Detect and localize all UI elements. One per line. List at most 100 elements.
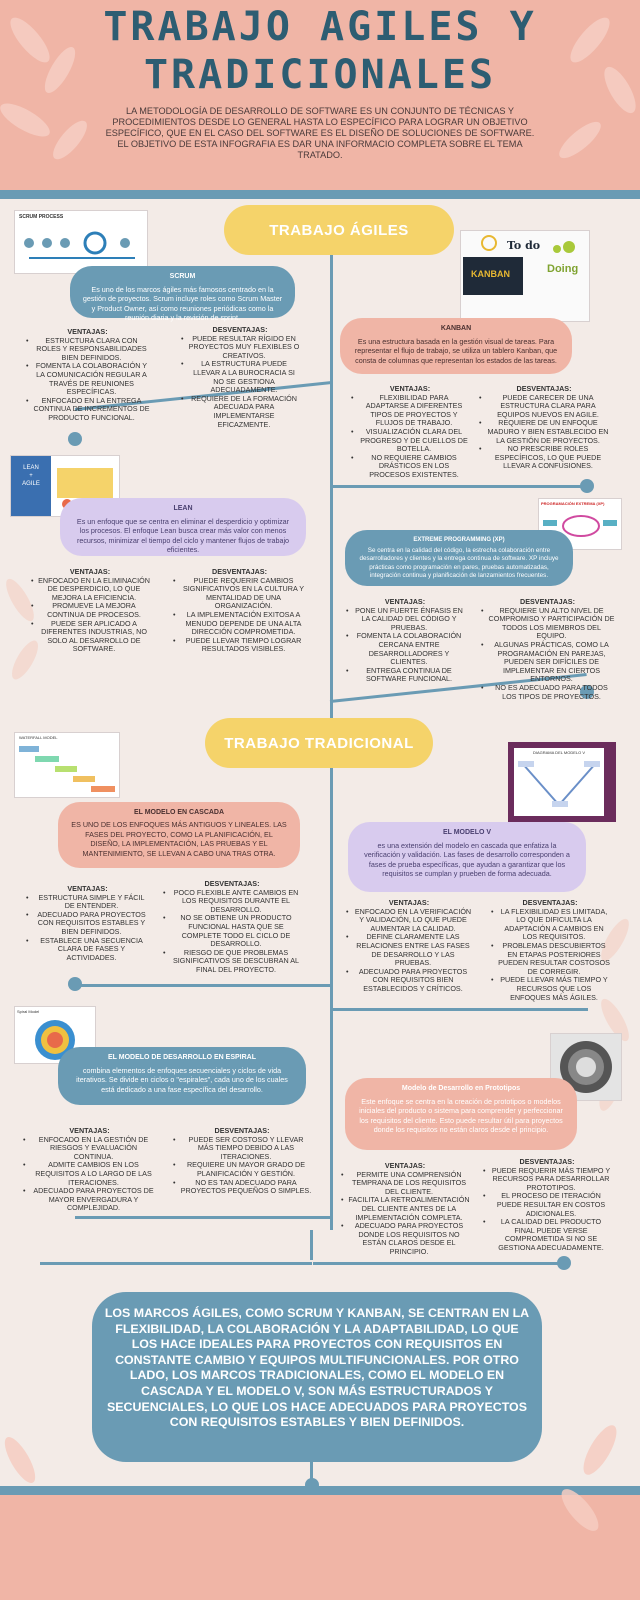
list-item: POCO FLEXIBLE ANTE CAMBIOS EN LOS REQUIS… [163, 888, 302, 915]
footer-banner [0, 1495, 640, 1600]
modelo-v-cons-title: DESVENTAJAS: [522, 898, 578, 907]
list-item: PUEDE REQUERIR CAMBIOS SIGNIFICATIVOS EN… [173, 576, 307, 611]
list-item: ADMITE CAMBIOS EN LOS REQUISITOS A LO LA… [23, 1161, 157, 1187]
list-item: LA FLEXIBILIDAD ES LIMITADA, LO QUE DIFI… [491, 907, 610, 942]
leaf-decoration-icon [4, 1437, 36, 1483]
lean-card: LEAN Es un enfoque que se centra en elim… [60, 498, 306, 556]
list-item: ENFOCADO EN LA GESTIÓN DE RIESGOS Y EVAL… [23, 1135, 157, 1162]
list-item: ALGUNAS PRÁCTICAS, COMO LA PROGRAMACIÓN … [481, 640, 615, 684]
xp-card: EXTREME PROGRAMMING (XP) Se centra en la… [345, 530, 573, 586]
intro-text: LA METODOLOGÍA DE DESARROLLO DE SOFTWARE… [95, 106, 545, 161]
cascada-pros: VENTAJAS: ESTRUCTURA SIMPLE Y FÁCIL DE E… [25, 884, 150, 963]
scrum-pros: VENTAJAS: ESTRUCTURA CLARA CON ROLES Y R… [25, 327, 150, 423]
list-item: NO REQUIERE CAMBIOS DRÁSTICOS EN LOS PRO… [351, 453, 470, 480]
timeline-dot [557, 1256, 571, 1270]
leaf-decoration-icon [6, 578, 38, 680]
modelo-v-image-label: DIAGRAMA DEL MODELO V [532, 750, 586, 755]
cascada-card: EL MODELO EN CASCADA ES UNO DE LOS ENFOQ… [58, 802, 300, 868]
cascada-cons-title: DESVENTAJAS: [204, 879, 260, 888]
prototipos-title: Modelo de Desarrollo en Prototipos [401, 1085, 521, 1092]
prototipos-pros: VENTAJAS: PERMITE UNA COMPRENSIÓN TEMPRA… [340, 1161, 470, 1257]
waterfall-image: WATERFALL MODEL [14, 732, 120, 798]
modelo-v-image: DIAGRAMA DEL MODELO V [508, 742, 616, 822]
lean-agile-cover: LEAN + AGILE [11, 456, 51, 516]
list-item: PUEDE CARECER DE UNA ESTRUCTURA CLARA PA… [479, 393, 610, 420]
list-item: REQUIERE UN ALTO NIVEL DE COMPROMISO Y P… [481, 606, 615, 641]
xp-pros-title: VENTAJAS: [384, 597, 426, 606]
kanban-card: KANBAN Es una estructura basada en la ge… [340, 318, 572, 374]
timeline-branch [75, 1216, 332, 1219]
timeline-branch [40, 1262, 312, 1265]
header-banner [0, 0, 640, 190]
scrum-pros-title: VENTAJAS: [67, 327, 108, 336]
list-item: NO ES ADECUADO PARA TODOS LOS TIPOS DE P… [481, 683, 615, 701]
scrum-description: Es uno de los marcos ágiles más famosos … [82, 284, 283, 323]
cascada-title: EL MODELO EN CASCADA [133, 809, 225, 816]
list-item: ENFOCADO EN LA ENTREGA CONTINUA DE INCRE… [26, 396, 150, 423]
list-item: ADECUADO PARA PROYECTOS DONDE LOS REQUIS… [341, 1221, 470, 1256]
scrum-cons-title: DESVENTAJAS: [212, 325, 268, 334]
list-item: ADECUADO PARA PROYECTOS DE MAYOR ENVERGA… [23, 1186, 157, 1213]
kanban-pros: VENTAJAS: FLEXIBILIDAD PARA ADAPTARSE A … [350, 384, 470, 480]
kanban-board-icon [463, 235, 575, 295]
timeline-spine [310, 1230, 313, 1260]
xp-cons-title: DESVENTAJAS: [520, 597, 575, 606]
list-item: PERMITE UNA COMPRENSIÓN TEMPRANA DE LOS … [341, 1170, 470, 1197]
espiral-pros-title: VENTAJAS: [69, 1126, 110, 1135]
list-item: ENFOCADO EN LA VERIFICACIÓN Y VALIDACIÓN… [346, 907, 473, 934]
modelo-v-title: EL MODELO V [442, 829, 492, 836]
section-heading-tradicional: TRABAJO TRADICIONAL [205, 718, 433, 768]
list-item: RIESGO DE QUE PROBLEMAS SIGNIFICATIVOS S… [163, 948, 302, 975]
scrum-process-image: SCRUM PROCESS [14, 210, 148, 274]
xp-image-label: PROGRAMACIÓN EXTREMA (XP) [541, 501, 605, 506]
kanban-description: Es una estructura basada en la gestión v… [354, 336, 558, 365]
list-item: ESTABLECE UNA SECUENCIA CLARA DE FASES Y… [26, 936, 150, 963]
prototipos-cons: DESVENTAJAS: PUEDE REQUERIR MÁS TIEMPO Y… [482, 1157, 612, 1253]
espiral-pros: VENTAJAS: ENFOCADO EN LA GESTIÓN DE RIES… [22, 1126, 157, 1213]
intro-paragraph-1: LA METODOLOGÍA DE DESARROLLO DE SOFTWARE… [105, 106, 535, 138]
waterfall-image-label: WATERFALL MODEL [19, 735, 58, 740]
prototipos-description: Este enfoque se centra en la creación de… [359, 1096, 563, 1135]
espiral-cons: DESVENTAJAS: PUEDE SER COSTOSO Y LLEVAR … [172, 1126, 312, 1196]
kanban-cons: DESVENTAJAS: PUEDE CARECER DE UNA ESTRUC… [478, 384, 610, 471]
espiral-cons-title: DESVENTAJAS: [214, 1126, 270, 1135]
prototipos-pros-title: VENTAJAS: [384, 1161, 426, 1170]
page-title-line2: TRADICIONALES [143, 52, 497, 98]
list-item: DEFINE CLARAMENTE LAS RELACIONES ENTRE L… [346, 933, 473, 967]
kanban-title: KANBAN [440, 325, 472, 332]
divider-band [0, 1486, 640, 1495]
list-item: ENFOCADO EN LA ELIMINACIÓN DE DESPERDICI… [31, 576, 150, 603]
list-item: LA CALIDAD DEL PRODUCTO FINAL PUEDE VERS… [483, 1217, 612, 1252]
list-item: PROBLEMAS DESCUBIERTOS EN ETAPAS POSTERI… [491, 941, 610, 976]
v-model-diagram-icon [518, 761, 600, 807]
lean-cover-line2: + [29, 473, 33, 479]
leaf-decoration-icon [0, 17, 87, 160]
list-item: ADECUADO PARA PROYECTOS CON REQUISITOS B… [346, 967, 473, 994]
leaf-decoration-icon [561, 1425, 617, 1531]
list-item: PUEDE RESULTAR RÍGIDO EN PROYECTOS MUY F… [181, 334, 300, 361]
lean-cover-line1: LEAN [23, 465, 39, 471]
intro-paragraph-2: EL OBJETIVO DE ESTA INFOGRAFIA ES DAR UN… [117, 139, 523, 160]
lean-cover-line3: AGILE [22, 481, 40, 487]
modelo-v-sheet: DIAGRAMA DEL MODELO V [514, 748, 604, 816]
timeline-branch [330, 485, 588, 488]
lean-cons: DESVENTAJAS: PUEDE REQUERIR CAMBIOS SIGN… [172, 567, 307, 654]
modelo-v-pros-title: VENTAJAS: [388, 898, 430, 907]
list-item: ADECUADO PARA PROYECTOS CON REQUISITOS E… [26, 910, 150, 937]
list-item: PUEDE REQUERIR MÁS TIEMPO Y RECURSOS PAR… [483, 1166, 612, 1193]
timeline-spine [310, 1462, 313, 1484]
conclusion-text: LOS MARCOS ÁGILES, COMO SCRUM Y KANBAN, … [92, 1292, 542, 1462]
list-item: LA ESTRUCTURA PUEDE LLEVAR A LA BUROCRAC… [181, 360, 300, 394]
kanban-todo-label: To do [507, 239, 541, 252]
list-item: FACILITA LA RETROALIMENTACIÓN DEL CLIENT… [341, 1196, 470, 1222]
lean-pros: VENTAJAS: ENFOCADO EN LA ELIMINACIÓN DE … [30, 567, 150, 654]
scrum-cons: DESVENTAJAS: PUEDE RESULTAR RÍGIDO EN PR… [180, 325, 300, 429]
prototype-cycle-icon [560, 1041, 612, 1093]
list-item: ESTRUCTURA SIMPLE Y FÁCIL DE ENTENDER. [26, 893, 150, 911]
lean-description: Es un enfoque que se centra en eliminar … [76, 516, 290, 555]
modelo-v-cons: DESVENTAJAS: LA FLEXIBILIDAD ES LIMITADA… [490, 898, 610, 1002]
kanban-cons-title: DESVENTAJAS: [516, 384, 572, 393]
timeline-dot [68, 432, 82, 446]
lean-title: LEAN [173, 505, 193, 512]
espiral-card: EL MODELO DE DESARROLLO EN ESPIRAL combi… [58, 1047, 306, 1105]
